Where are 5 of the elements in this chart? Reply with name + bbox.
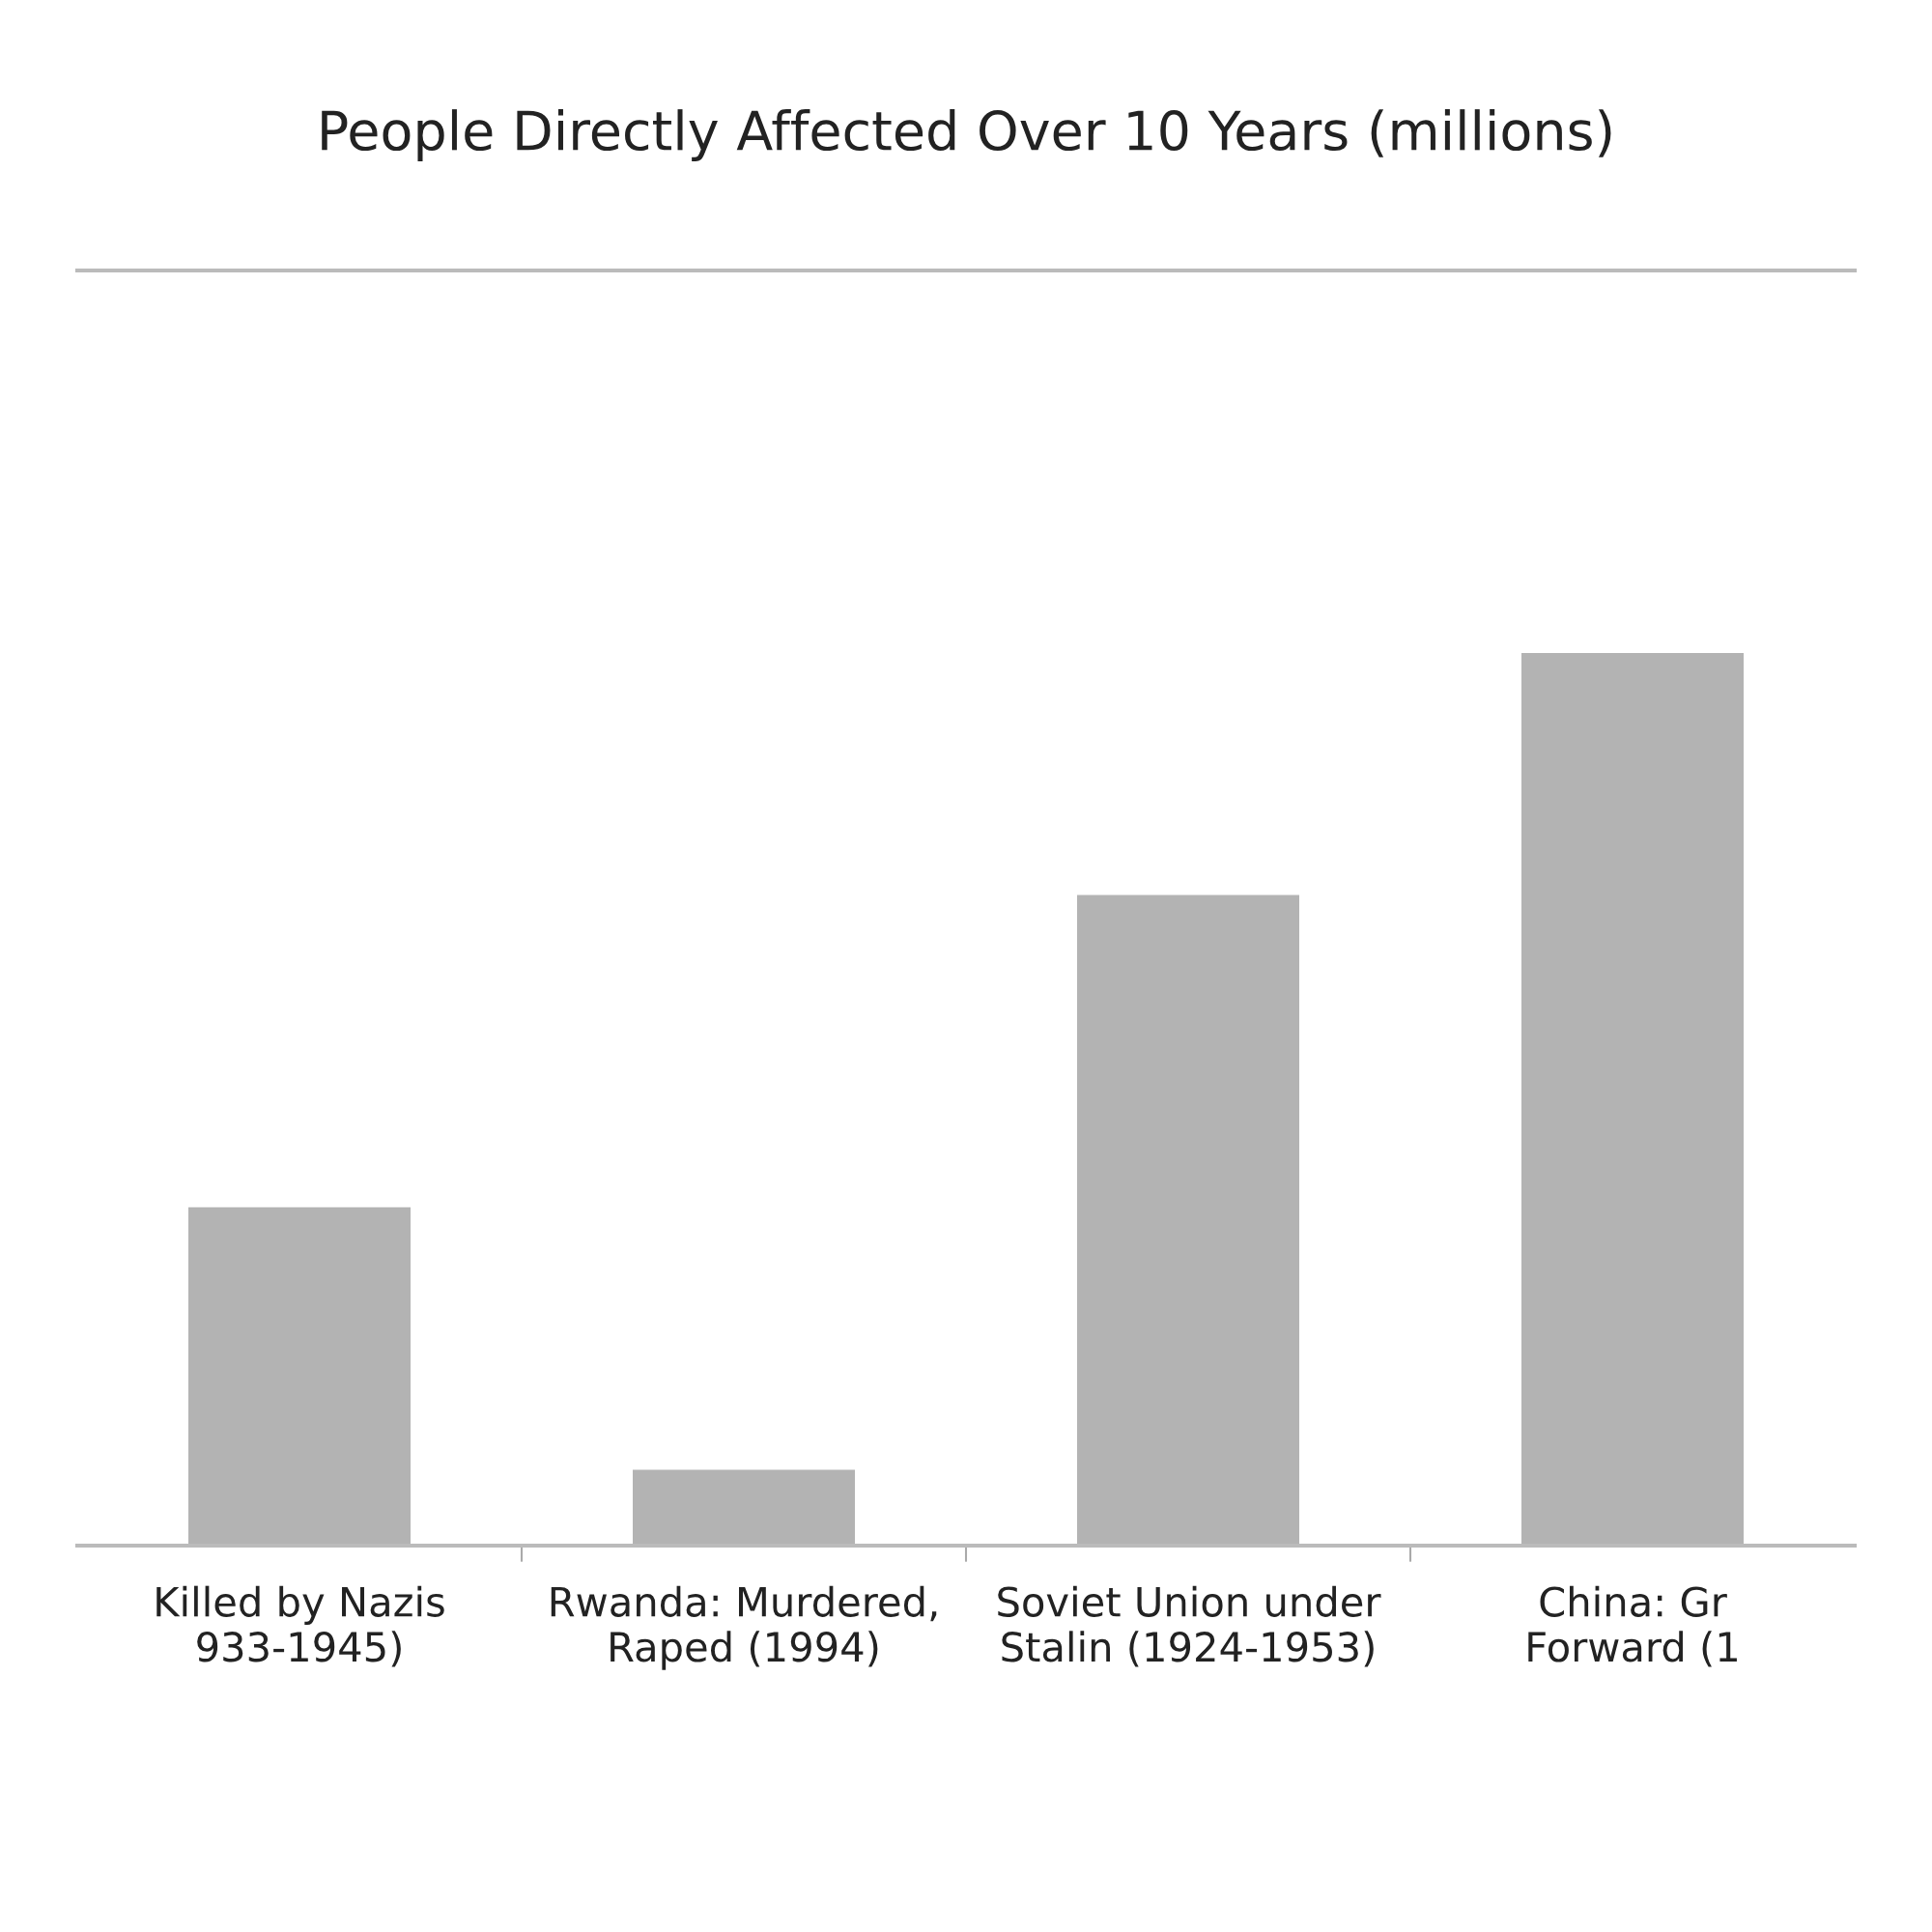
x-tick-label: Soviet Union under Stalin (1924-1953) [998,1585,1381,1667]
x-tick-label: Killed by Nazis 933-1945) [156,1585,444,1667]
chart-title: People Directly Affected Over 10 Years (millions) [322,109,1611,161]
x-tick-label: Rwanda: Murdered, Raped (1994) [551,1585,937,1670]
x-tick-label: China: Gr Forward (1 [1528,1585,1737,1667]
